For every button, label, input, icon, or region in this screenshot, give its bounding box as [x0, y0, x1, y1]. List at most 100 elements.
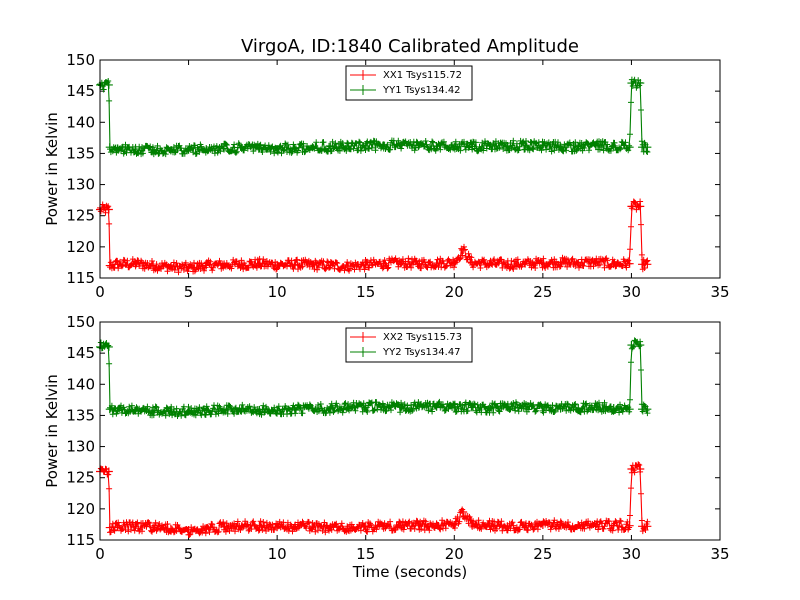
data-point — [609, 141, 618, 150]
data-point — [432, 521, 441, 530]
data-point — [503, 141, 512, 150]
data-point — [290, 260, 299, 269]
data-point — [397, 521, 406, 530]
data-point — [105, 143, 114, 152]
series-markers-xx1 — [97, 198, 651, 276]
data-point — [131, 145, 140, 154]
y-tick-label: 145 — [66, 82, 95, 100]
data-point — [361, 403, 370, 412]
data-point — [202, 145, 211, 154]
x-tick-label: 5 — [184, 545, 194, 563]
y-tick-label: 135 — [66, 144, 95, 162]
data-point — [636, 79, 645, 88]
data-point — [538, 521, 547, 530]
y-tick-label: 145 — [66, 344, 95, 362]
data-point — [521, 259, 530, 268]
data-point — [104, 80, 113, 89]
data-point — [344, 524, 352, 533]
x-tick-label: 25 — [533, 283, 552, 301]
data-point — [220, 522, 228, 531]
data-point — [627, 464, 636, 473]
data-point — [273, 145, 282, 154]
data-point — [538, 403, 547, 412]
data-point — [166, 524, 175, 533]
y-tick-label: 120 — [66, 238, 95, 256]
top-panel: 0 5 10 15 20 25 30 35 115 120 125 130 135 140 145 150 P… — [43, 51, 730, 301]
data-point — [636, 341, 645, 350]
data-point — [556, 404, 565, 413]
data-point — [592, 520, 600, 529]
data-point — [113, 406, 122, 415]
data-point — [556, 143, 565, 152]
data-point — [414, 141, 423, 150]
data-point — [609, 259, 618, 268]
data-point — [432, 259, 441, 268]
bottom-plot-frame — [99, 321, 721, 541]
x-tick-label: 35 — [710, 545, 729, 563]
data-point — [326, 404, 335, 413]
top-legend-box — [345, 65, 473, 101]
data-point — [592, 141, 600, 150]
data-point — [538, 259, 547, 268]
data-point — [459, 245, 468, 254]
data-point — [397, 141, 406, 150]
data-point — [643, 260, 652, 269]
data-point — [574, 259, 583, 268]
data-point — [105, 405, 114, 414]
data-point — [202, 524, 211, 533]
data-point — [414, 259, 423, 268]
data-point — [184, 145, 193, 154]
data-point — [237, 522, 246, 531]
x-tick-label: 15 — [356, 283, 375, 301]
data-point — [105, 523, 114, 532]
x-tick-label: 30 — [622, 283, 641, 301]
data-point — [468, 259, 476, 268]
y-tick-label: 130 — [66, 176, 95, 194]
data-point — [361, 522, 370, 531]
data-point — [113, 522, 122, 531]
data-point — [485, 259, 494, 268]
data-point — [625, 521, 634, 530]
data-point — [414, 402, 423, 411]
data-point — [643, 522, 652, 531]
data-point — [450, 142, 459, 151]
data-point — [220, 405, 228, 414]
y-tick-label: 150 — [66, 51, 95, 69]
data-point — [220, 260, 228, 269]
data-point — [113, 260, 122, 269]
x-tick-label: 25 — [533, 545, 552, 563]
data-point — [326, 142, 335, 151]
data-point — [149, 407, 158, 416]
data-point — [184, 407, 193, 416]
x-tick-label: 15 — [356, 545, 375, 563]
data-point — [592, 258, 600, 267]
x-tick-label: 5 — [184, 283, 194, 301]
data-point — [273, 260, 282, 269]
data-point — [166, 146, 175, 155]
data-point — [344, 262, 352, 271]
x-tick-label: 30 — [622, 545, 641, 563]
data-point — [592, 403, 600, 412]
y-tick-label: 140 — [66, 375, 95, 393]
y-tick-label: 115 — [66, 531, 95, 549]
data-point — [379, 259, 388, 268]
data-point — [131, 522, 140, 531]
data-point — [308, 260, 317, 269]
data-point — [468, 142, 476, 151]
series-markers-xx2 — [97, 461, 651, 538]
data-point — [643, 405, 652, 414]
data-point — [556, 258, 565, 267]
data-point — [379, 522, 388, 531]
data-point — [149, 145, 158, 154]
data-point — [361, 141, 370, 150]
data-point — [503, 522, 512, 531]
data-point — [538, 141, 547, 150]
data-point — [574, 142, 583, 151]
y-tick-label: 120 — [66, 500, 95, 518]
data-point — [113, 144, 122, 153]
y-tick-label: 140 — [66, 113, 95, 131]
top-legend-yy1-label: YY1 Tsys134.42 — [382, 85, 461, 96]
data-point — [450, 403, 459, 412]
data-point — [104, 342, 113, 351]
